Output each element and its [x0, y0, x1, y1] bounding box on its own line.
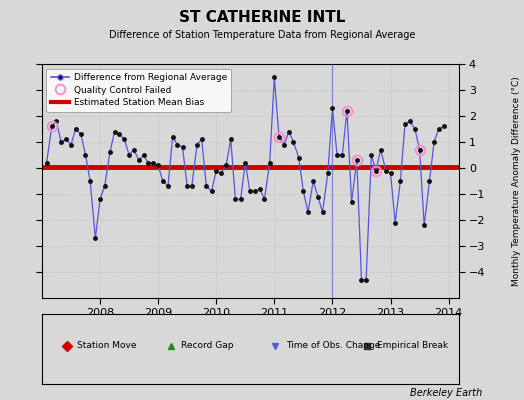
Text: ST CATHERINE INTL: ST CATHERINE INTL: [179, 10, 345, 25]
Text: Monthly Temperature Anomaly Difference (°C): Monthly Temperature Anomaly Difference (…: [512, 76, 521, 286]
Text: Difference of Station Temperature Data from Regional Average: Difference of Station Temperature Data f…: [109, 30, 415, 40]
Text: Time of Obs. Change: Time of Obs. Change: [286, 341, 380, 350]
Legend: Difference from Regional Average, Quality Control Failed, Estimated Station Mean: Difference from Regional Average, Qualit…: [47, 68, 231, 112]
Text: Empirical Break: Empirical Break: [377, 341, 449, 350]
Text: Record Gap: Record Gap: [181, 341, 234, 350]
Text: Berkeley Earth: Berkeley Earth: [410, 388, 482, 398]
Text: Station Move: Station Move: [78, 341, 137, 350]
